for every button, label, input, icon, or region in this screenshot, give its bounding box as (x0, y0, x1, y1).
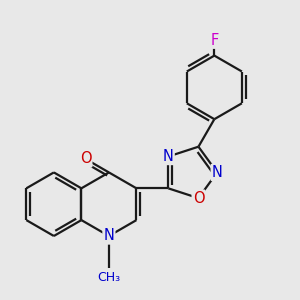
Text: N: N (103, 229, 114, 244)
Text: N: N (212, 165, 223, 180)
Text: O: O (80, 152, 91, 166)
Text: N: N (163, 149, 174, 164)
Text: O: O (193, 190, 204, 206)
Text: F: F (210, 33, 218, 48)
Text: CH₃: CH₃ (98, 271, 121, 284)
